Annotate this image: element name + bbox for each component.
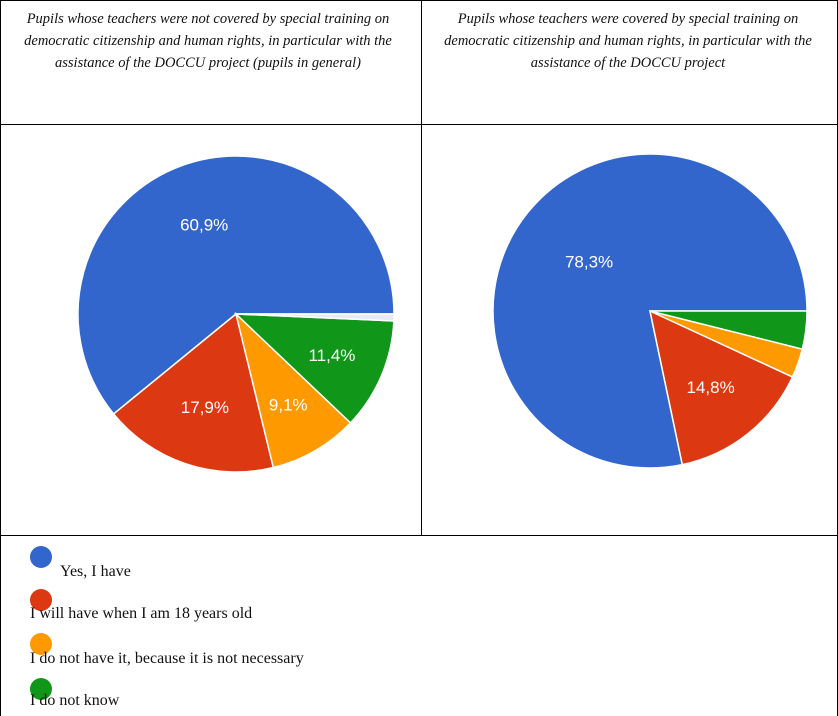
pie-slice-label: 78,3%: [565, 253, 613, 272]
border-left: [0, 0, 1, 716]
border-top: [0, 0, 838, 1]
divider-header: [0, 124, 838, 125]
header-left: Pupils whose teachers were not covered b…: [24, 11, 392, 71]
divider-vertical: [421, 0, 422, 535]
pie-slice: [648, 309, 794, 466]
pie-slice-label: 60,9%: [180, 216, 228, 235]
legend-label: I do not know: [30, 692, 120, 709]
legend-item: Yes, I have: [30, 540, 810, 584]
pie-slice: [77, 155, 395, 416]
pie-slice: [234, 311, 352, 469]
pie-slice-label: 17,9%: [181, 398, 229, 417]
divider-legend: [0, 535, 838, 536]
legend-dot-icon: [30, 678, 52, 700]
pie-slice: [649, 310, 808, 350]
legend-label: I will have when I am 18 years old: [30, 605, 253, 622]
legend-dot-icon: [30, 633, 52, 655]
legend-item: I do not know: [30, 672, 810, 716]
pie-slice-label: 11,4%: [308, 346, 355, 365]
legend-item: I will have when I am 18 years old: [30, 584, 810, 628]
pie-slice: [234, 313, 395, 424]
legend-dot-icon: [30, 546, 52, 568]
pie-slice-label: 14,8%: [687, 378, 735, 397]
header-right: Pupils whose teachers were covered by sp…: [444, 11, 812, 71]
legend: Yes, I have I will have when I am 18 yea…: [30, 540, 810, 716]
pie-slice: [112, 312, 275, 473]
legend-label: Yes, I have: [60, 563, 131, 580]
pie-slice: [235, 313, 395, 322]
pie-chart-untrained: 60,9% 17,9% 9,1% 11,4%: [77, 155, 395, 473]
pie-slice-label: 9,1%: [269, 395, 308, 414]
legend-dot-icon: [30, 589, 52, 611]
legend-item: I do not have it, because it is not nece…: [30, 628, 810, 672]
pie-slice: [492, 153, 808, 469]
pie-chart-trained: 78,3% 14,8%: [492, 153, 808, 469]
legend-label: I do not have it, because it is not nece…: [30, 650, 304, 667]
